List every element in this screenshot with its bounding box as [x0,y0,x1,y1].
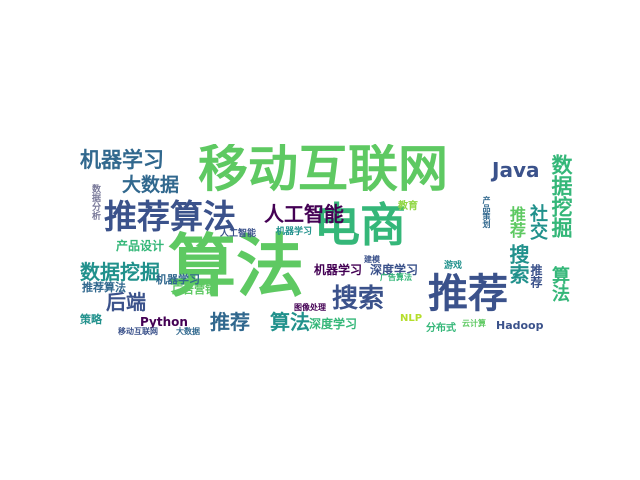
word: 深度学习 [309,317,358,331]
word: Python [140,315,188,329]
word: 机器学习 [80,148,164,172]
word: 推荐 [210,310,250,334]
word: 移动互联网 [198,144,448,198]
word: 社交 [527,204,548,240]
word: 建模 [364,255,380,264]
word: 电商 [314,198,406,252]
word: 搜索 [506,244,530,284]
word: 推荐 [507,206,526,238]
word: NLP [400,313,423,324]
word: 推荐 [428,271,508,317]
word: 移动互联网 [118,327,158,336]
word: 数据挖掘 [549,154,573,238]
word: 人工智能 [264,202,344,226]
word: 教育 [398,201,418,212]
word: 广告算法 [380,273,412,282]
word: 云计算 [462,319,486,328]
word: 分布式 [426,323,456,334]
word: 策略 [80,313,102,326]
word: 图像处理 [294,303,326,312]
word: 后端 [106,290,146,314]
word: 产品设计 [116,239,165,253]
word: 推荐算法 [82,281,126,294]
word: 机器学习 [156,273,200,286]
word: 广告营销 [172,283,216,296]
word: 推荐算法 [104,197,236,236]
word: Hadoop [496,319,544,332]
word: 大数据 [176,327,200,336]
word: 算法 [549,266,570,302]
word-cloud: 移动互联网 算法 电商 推荐算法 推荐 搜索 人工智能 机器学习 大数据 数据挖… [80,144,575,339]
word: 数据分析 [90,184,100,220]
word: 数据挖掘 [80,260,160,284]
word: 推荐 [529,264,543,288]
word: 搜索 [332,284,385,314]
word: 算法 [168,228,305,307]
word: 机器学习 [314,263,363,277]
word: 游戏 [444,261,463,271]
word: 深度学习 [370,263,419,277]
word: 人工智能 [220,229,257,239]
word: 产品策划 [482,196,491,228]
word: Java [492,158,540,182]
word: 机器学习 [276,227,313,237]
word: 大数据 [122,174,180,196]
word: 算法 [270,310,310,334]
